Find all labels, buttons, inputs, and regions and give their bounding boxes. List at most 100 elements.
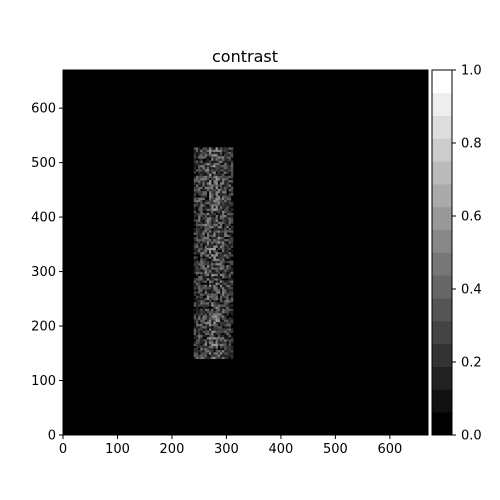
heatmap-cell: [209, 339, 212, 342]
heatmap-cell: [230, 193, 234, 196]
heatmap-cell: [230, 350, 234, 353]
heatmap-cell: [206, 262, 210, 266]
heatmap-cell: [222, 173, 225, 176]
heatmap-cell: [209, 256, 212, 259]
heatmap-cell: [217, 269, 221, 272]
heatmap-cell: [224, 182, 227, 185]
heatmap-cell: [195, 343, 199, 346]
heatmap-cell: [211, 232, 214, 235]
heatmap-cell: [222, 267, 225, 270]
heatmap-cell: [211, 153, 214, 157]
heatmap-cell: [213, 262, 216, 266]
heatmap-cell: [195, 234, 199, 237]
heatmap-cell: [228, 238, 232, 242]
heatmap-cell: [226, 273, 229, 277]
heatmap-cell: [195, 238, 199, 242]
heatmap-cell: [228, 332, 232, 336]
heatmap-cell: [206, 182, 210, 185]
heatmap-cell: [204, 236, 208, 240]
heatmap-cell: [211, 171, 214, 174]
heatmap-cell: [215, 153, 219, 157]
heatmap-cell: [215, 271, 219, 275]
heatmap-cell: [200, 197, 203, 200]
heatmap-cell: [198, 206, 201, 209]
heatmap-cell: [217, 302, 221, 305]
heatmap-cell: [211, 193, 214, 196]
heatmap-cell: [209, 227, 212, 231]
heatmap-cell: [230, 241, 234, 244]
heatmap-cell: [217, 173, 221, 176]
heatmap-cell: [209, 286, 212, 290]
heatmap-cell: [219, 328, 223, 331]
heatmap-cell: [209, 323, 212, 327]
heatmap-cell: [211, 256, 214, 259]
heatmap-cell: [224, 197, 227, 200]
colorbar-level: [432, 92, 452, 116]
heatmap-cell: [204, 230, 208, 233]
heatmap-cell: [224, 295, 227, 299]
heatmap-cell: [209, 326, 212, 329]
heatmap-cell: [193, 354, 197, 357]
heatmap-cell: [204, 223, 208, 227]
heatmap-cell: [198, 299, 201, 303]
heatmap-cell: [206, 341, 210, 344]
heatmap-cell: [202, 310, 205, 314]
heatmap-cell: [224, 308, 227, 312]
heatmap-cell: [213, 345, 216, 349]
heatmap-cell: [202, 241, 205, 244]
heatmap-cell: [193, 293, 197, 296]
heatmap-cell: [213, 175, 216, 179]
heatmap-cell: [222, 334, 225, 338]
heatmap-cell: [204, 164, 208, 168]
heatmap-cell: [204, 339, 208, 342]
heatmap-cell: [204, 175, 208, 179]
heatmap-cell: [200, 158, 203, 161]
heatmap-cell: [195, 169, 199, 172]
heatmap-cell: [193, 147, 197, 150]
heatmap-cell: [202, 347, 205, 351]
heatmap-cell: [215, 195, 219, 198]
heatmap-cell: [200, 345, 203, 349]
heatmap-cell: [228, 201, 232, 205]
heatmap-cell: [217, 221, 221, 224]
heatmap-cell: [202, 236, 205, 240]
heatmap-cell: [202, 284, 205, 288]
heatmap-cell: [226, 328, 229, 331]
heatmap-cell: [222, 214, 225, 218]
heatmap-cell: [222, 149, 225, 153]
heatmap-cell: [211, 271, 214, 275]
heatmap-cell: [206, 236, 210, 240]
heatmap-cell: [213, 328, 216, 331]
heatmap-cell: [206, 291, 210, 294]
heatmap-cell: [206, 339, 210, 342]
heatmap-cell: [213, 251, 216, 255]
heatmap-cell: [195, 162, 199, 166]
heatmap-cell: [215, 210, 219, 214]
heatmap-cell: [228, 206, 232, 209]
heatmap-cell: [215, 151, 219, 155]
heatmap-cell: [219, 350, 223, 353]
heatmap-cell: [193, 214, 197, 218]
heatmap-cell: [195, 339, 199, 342]
heatmap-cell: [195, 156, 199, 159]
heatmap-cell: [215, 284, 219, 288]
heatmap-cell: [217, 278, 221, 281]
heatmap-cell: [226, 151, 229, 155]
heatmap-cell: [200, 295, 203, 299]
heatmap-cell: [215, 217, 219, 220]
heatmap-cell: [215, 230, 219, 233]
heatmap-cell: [228, 258, 232, 261]
heatmap-cell: [209, 188, 212, 192]
heatmap-cell: [195, 180, 199, 183]
heatmap-cell: [226, 245, 229, 248]
heatmap-cell: [209, 212, 212, 216]
heatmap-cell: [211, 339, 214, 342]
heatmap-cell: [209, 271, 212, 275]
heatmap-cell: [217, 214, 221, 218]
heatmap-cell: [219, 304, 223, 307]
heatmap-cell: [193, 195, 197, 198]
heatmap-cell: [215, 206, 219, 209]
colorbar-level: [432, 161, 452, 185]
heatmap-cell: [228, 188, 232, 192]
heatmap-cell: [219, 278, 223, 281]
